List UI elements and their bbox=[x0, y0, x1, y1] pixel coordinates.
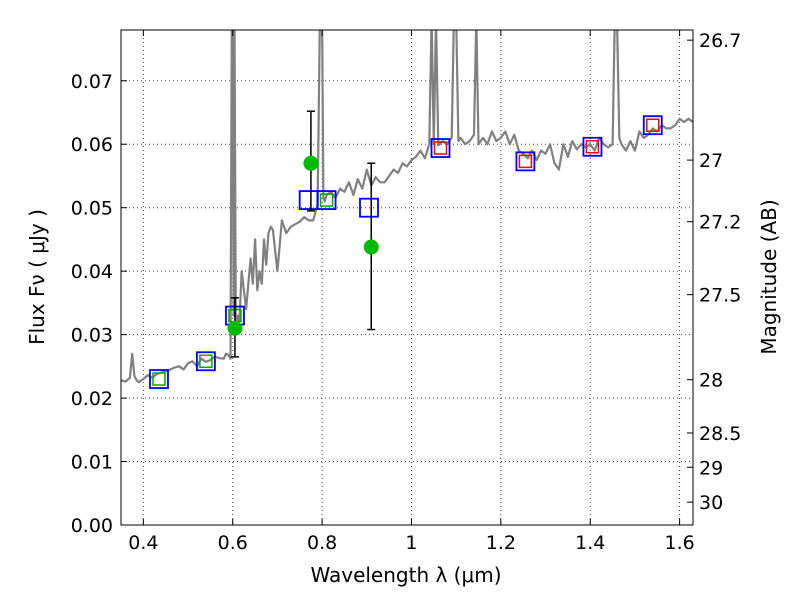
x-axis-title: Wavelength λ (μm) bbox=[310, 563, 501, 587]
y2-tick-label: 29 bbox=[699, 457, 723, 479]
plot-frame bbox=[120, 29, 694, 526]
inner-box-green bbox=[319, 193, 334, 207]
y2-tick-label: 27 bbox=[699, 150, 723, 172]
x-tick-label: 0.8 bbox=[307, 532, 337, 554]
inner-box-green bbox=[152, 372, 166, 386]
inner-box-red bbox=[585, 140, 600, 154]
photometry-box bbox=[642, 115, 663, 136]
y-axis-title: Flux Fν ( μJy ) bbox=[25, 209, 49, 345]
y-tick-label: 0.02 bbox=[71, 388, 113, 410]
x-tick-label: 1.4 bbox=[575, 532, 605, 554]
photometry-box bbox=[359, 197, 379, 218]
y-tick-label: 0.01 bbox=[71, 452, 113, 474]
x-tick-label: 1.6 bbox=[664, 532, 694, 554]
inner-box-red bbox=[646, 118, 660, 132]
observed-layer bbox=[227, 110, 379, 358]
y2-tick-label: 26.7 bbox=[699, 30, 741, 52]
inner-box-red bbox=[433, 141, 448, 155]
y-tick-label: 0.05 bbox=[71, 198, 113, 220]
x-tick-label: 0.6 bbox=[218, 532, 248, 554]
y2-tick-label: 27.2 bbox=[699, 212, 741, 234]
inner-box-green bbox=[199, 354, 213, 369]
observed-point bbox=[227, 320, 243, 336]
y-tick-label: 0.07 bbox=[71, 71, 113, 93]
plot-background bbox=[121, 30, 693, 525]
y-tick-label: 0.00 bbox=[71, 515, 113, 537]
axes: 0.4 0.6 0.8 1 1.2 1.4 1.6 0.00 0.01 0.02 0.03 0.04 0… bbox=[71, 30, 741, 554]
y2-tick-label: 27.5 bbox=[699, 285, 741, 307]
y-tick-label: 0.03 bbox=[71, 325, 113, 347]
photometry-box bbox=[515, 151, 536, 172]
x-tick-label: 0.4 bbox=[128, 532, 158, 554]
inner-box-red bbox=[518, 154, 533, 169]
photometry-box bbox=[582, 136, 603, 157]
y-tick-label: 0.04 bbox=[71, 261, 113, 283]
photometry-box bbox=[149, 369, 169, 389]
y2-axis-title: Magnitude (AB) bbox=[757, 199, 781, 354]
observed-point bbox=[363, 239, 379, 255]
y2-tick-label: 28 bbox=[699, 370, 723, 392]
y2-tick-label: 30 bbox=[699, 492, 723, 514]
y2-tick-label: 28.5 bbox=[699, 423, 741, 445]
x-tick-label: 1.2 bbox=[486, 532, 516, 554]
y-tick-label: 0.06 bbox=[71, 134, 113, 156]
x-tick-label: 1 bbox=[405, 532, 417, 554]
photometry-box bbox=[316, 190, 337, 210]
photometry-layer bbox=[149, 115, 663, 389]
photometry-box bbox=[196, 351, 216, 372]
observed-point bbox=[303, 155, 319, 171]
photometry-box bbox=[430, 138, 451, 158]
